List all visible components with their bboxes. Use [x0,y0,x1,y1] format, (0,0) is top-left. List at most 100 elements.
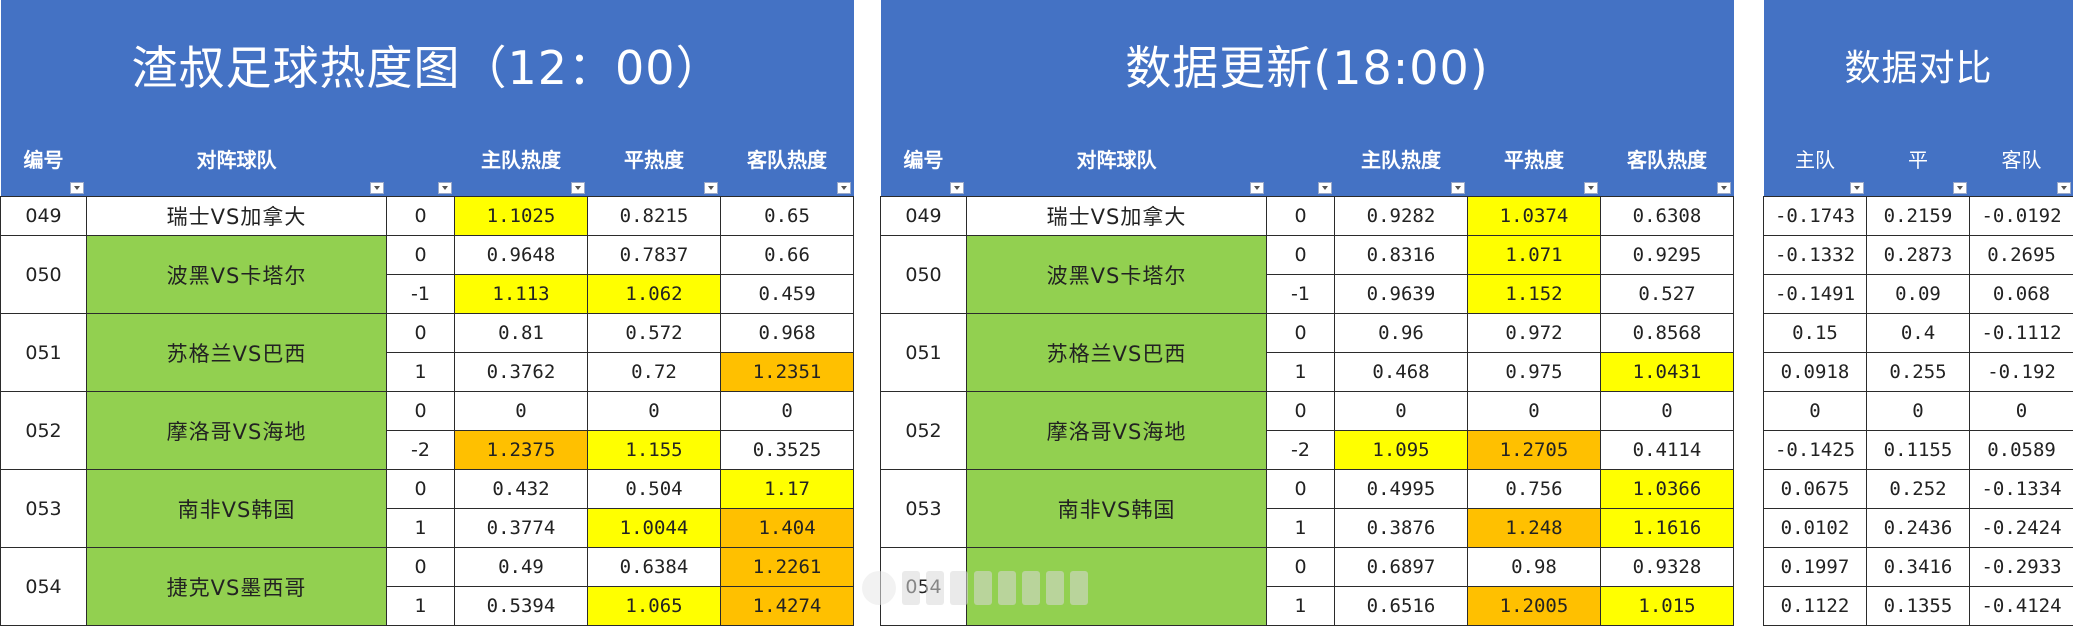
diff-cell: 0.252 [1866,469,1970,509]
home-heat-cell: 1.095 [1334,430,1468,470]
diff-cell: -0.1332 [1763,235,1867,275]
home-heat-cell: 1.1025 [454,196,588,236]
match-teams: 捷克VS墨西哥 [86,547,387,626]
match-code: 050 [880,235,967,314]
draw-heat-cell: 0 [587,391,721,431]
filter-dropdown-icon[interactable] [1450,182,1465,194]
column-header [1266,129,1335,197]
filter-dropdown-icon[interactable] [1716,182,1731,194]
filter-dropdown-icon[interactable] [2056,182,2071,194]
match-teams: 南非VS韩国 [86,469,387,548]
watermark-bar [950,571,968,605]
draw-heat-cell: 0.572 [587,313,721,353]
handicap-cell: 0 [386,391,455,431]
watermark-dot-icon [862,571,896,605]
filter-dropdown-icon[interactable] [570,182,585,194]
away-heat-cell: 1.0431 [1600,352,1734,392]
draw-heat-cell: 0.7837 [587,235,721,275]
home-heat-cell: 0.96 [1334,313,1468,353]
table-row: -0.1491 0.09 0.068 [1763,274,2073,314]
diff-cell: 0.2436 [1866,508,1970,548]
home-heat-cell: 0.432 [454,469,588,509]
table-row: -2 1.2375 1.155 0.3525 [1,430,855,470]
away-heat-cell: 0.3525 [719,430,855,470]
away-heat-cell: 1.4274 [719,586,855,626]
table-row: 0.1122 0.1355 -0.4124 [1763,586,2073,626]
table-row: 0.0918 0.255 -0.192 [1763,352,2073,392]
diff-cell: -0.1425 [1763,430,1867,470]
watermark-bar [1046,571,1064,605]
diff-cell: 0.0675 [1763,469,1867,509]
filter-dropdown-icon[interactable] [1317,182,1332,194]
diff-cell: 0 [1866,391,1970,431]
away-heat-cell: 0 [1600,391,1734,431]
column-header-label: 平热度 [624,148,684,172]
column-header-label: 客队 [2001,148,2042,172]
column-header: 编号 [880,129,967,197]
diff-cell: -0.192 [1968,352,2073,392]
away-heat-cell: 1.404 [719,508,855,548]
handicap-cell: -1 [1266,274,1335,314]
draw-heat-cell: 1.071 [1467,235,1601,275]
handicap-cell: 1 [386,586,455,626]
draw-heat-cell: 0.504 [587,469,721,509]
filter-dropdown-icon[interactable] [1249,182,1264,194]
panel-title: 数据更新(18:00) [880,0,1734,129]
draw-heat-cell: 0.98 [1467,547,1601,587]
table-row: 051 苏格兰VS巴西 0 0.81 0.572 0.968 [0,313,855,392]
home-heat-cell: 0.8316 [1334,235,1468,275]
filter-dropdown-icon[interactable] [437,182,452,194]
filter-dropdown-icon[interactable] [369,182,384,194]
table-row: 052 摩洛哥VS海地 0 0 0 0 [0,391,855,470]
match-teams: 苏格兰VS巴西 [86,313,387,392]
filter-dropdown-icon[interactable] [1583,182,1598,194]
away-heat-cell: 0.9328 [1600,547,1734,587]
home-heat-cell: 0.3762 [454,352,588,392]
filter-dropdown-icon[interactable] [836,182,851,194]
table-row: 1 0.6516 1.2005 1.015 [881,586,1734,626]
match-teams: 波黑VS卡塔尔 [966,235,1267,314]
column-header: 主队热度 [1334,129,1468,197]
home-heat-cell: 0.3774 [454,508,588,548]
table-row: 054 0 0.6897 0.98 0.9328 [880,547,1734,626]
match-code: 052 [0,391,87,470]
match-code: 052 [880,391,967,470]
filter-dropdown-icon[interactable] [949,182,964,194]
watermark-bar [902,571,920,605]
table-row: -0.1743 0.2159 -0.0192 [1763,196,2073,236]
filter-dropdown-icon[interactable] [703,182,718,194]
away-heat-cell: 0.6308 [1600,196,1734,236]
watermark-bar [1070,571,1088,605]
home-heat-cell: 0 [1334,391,1468,431]
diff-cell: -0.4124 [1968,586,2073,626]
table-row: 1 0.5394 1.065 1.4274 [1,586,855,626]
away-heat-cell: 1.2261 [719,547,855,587]
diff-cell: 0.068 [1968,274,2073,314]
diff-cell: 0.2695 [1968,235,2073,275]
home-heat-cell: 0.6897 [1334,547,1468,587]
diff-cell: 0.2159 [1866,196,1970,236]
match-teams: 摩洛哥VS海地 [86,391,387,470]
filter-dropdown-icon[interactable] [1952,182,1967,194]
handicap-cell: 0 [386,235,455,275]
away-heat-cell: 1.1616 [1600,508,1734,548]
table-row: 052 摩洛哥VS海地 0 0 0 0 [880,391,1734,470]
match-teams: 摩洛哥VS海地 [966,391,1267,470]
draw-heat-cell: 1.065 [587,586,721,626]
away-heat-cell: 0.527 [1600,274,1734,314]
diff-cell: 0.0918 [1763,352,1867,392]
diff-cell: 0 [1763,391,1867,431]
column-header: 平 [1866,129,1970,197]
match-teams: 瑞士VS加拿大 [86,196,387,236]
away-heat-cell: 0.65 [719,196,855,236]
sheet-panel-comparison: 数据对比 主队平客队 -0.1743 0.2159 -0.0192 -0.1332 0.28… [1763,0,2073,626]
sheet-panel-1200: 渣叔足球热度图（12：00） 编号 对阵球队 主队热度 平热度 客队热度 049 瑞士VS加拿… [0,0,855,626]
filter-dropdown-icon[interactable] [1849,182,1864,194]
diff-cell: 0.09 [1866,274,1970,314]
diff-cell: -0.1112 [1968,313,2073,353]
table-row: 0.0675 0.252 -0.1334 [1763,469,2073,509]
table-row: 054 捷克VS墨西哥 0 0.49 0.6384 1.2261 [0,547,855,626]
column-header-label: 主队热度 [481,148,561,172]
filter-dropdown-icon[interactable] [69,182,84,194]
